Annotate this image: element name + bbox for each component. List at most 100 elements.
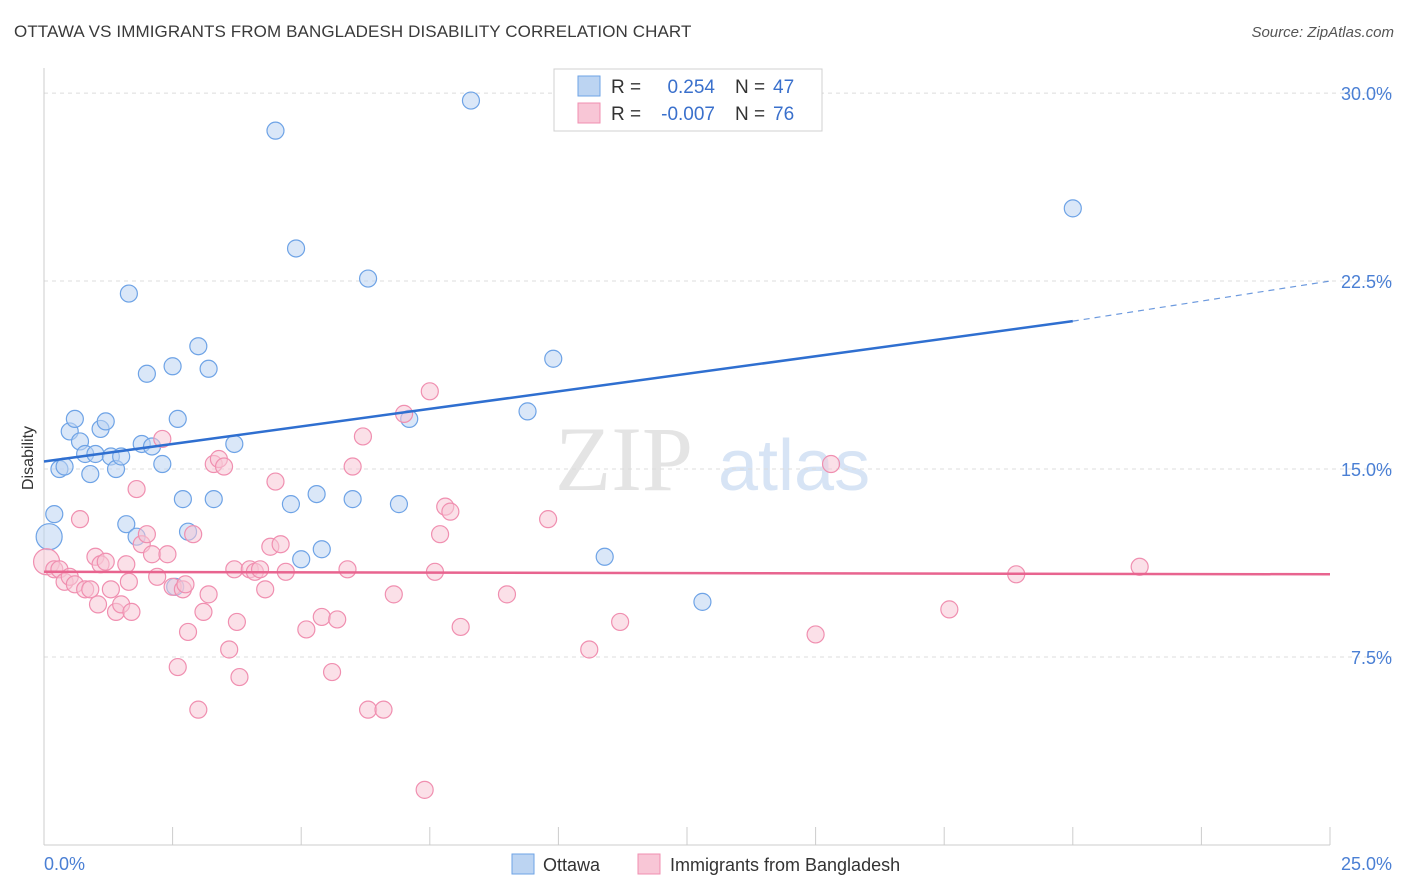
point-bangladesh-76 xyxy=(1130,557,1149,576)
point-ottawa-19 xyxy=(137,364,156,383)
point-ottawa-40 xyxy=(461,91,481,110)
point-ottawa-30 xyxy=(266,121,285,140)
point-bangladesh-50 xyxy=(297,620,316,639)
point-ottawa-21 xyxy=(153,454,172,474)
legend-swatch-bangladesh xyxy=(577,102,601,124)
point-bangladesh-8 xyxy=(81,580,100,599)
point-bangladesh-72 xyxy=(806,625,825,644)
point-ottawa-45 xyxy=(1063,199,1082,218)
point-bangladesh-10 xyxy=(88,595,108,614)
watermark-zip: ZIP xyxy=(555,408,693,510)
point-bangladesh-18 xyxy=(122,602,141,622)
point-ottawa-15 xyxy=(117,515,136,534)
point-bangladesh-16 xyxy=(117,555,136,574)
point-ottawa-27 xyxy=(199,359,218,378)
chart-title: OTTAWA VS IMMIGRANTS FROM BANGLADESH DIS… xyxy=(14,22,692,41)
legend-r-label-1: R = xyxy=(611,104,641,125)
bottom-legend: Ottawa Immigrants from Bangladesh xyxy=(511,853,900,875)
trend-line-bangladesh xyxy=(43,570,1331,576)
x-tick-labels: 0.0% 25.0% xyxy=(44,854,1392,874)
point-bangladesh-45 xyxy=(256,580,275,599)
point-bangladesh-56 xyxy=(353,427,373,446)
point-bangladesh-54 xyxy=(338,560,357,579)
point-bangladesh-24 xyxy=(153,429,172,449)
point-bangladesh-53 xyxy=(328,610,347,629)
point-bangladesh-57 xyxy=(358,700,378,719)
point-bangladesh-22 xyxy=(142,545,162,564)
point-bangladesh-21 xyxy=(137,525,156,544)
y-tick-label-3: 30.0% xyxy=(1341,84,1392,104)
point-bangladesh-33 xyxy=(194,602,213,622)
point-bangladesh-62 xyxy=(420,382,439,401)
point-ottawa-32 xyxy=(286,239,306,258)
x-tick-label-max: 25.0% xyxy=(1341,854,1392,874)
bottom-legend-swatch-bangladesh xyxy=(637,853,661,875)
trend-lines xyxy=(43,280,1331,576)
point-bangladesh-19 xyxy=(127,479,146,499)
legend-n-value-1: 76 xyxy=(773,104,794,125)
point-bangladesh-27 xyxy=(168,657,187,677)
y-tick-label-1: 15.0% xyxy=(1341,460,1392,480)
legend-r-value-1: -0.007 xyxy=(661,104,715,125)
legend-n-value-0: 47 xyxy=(773,77,794,98)
point-bangladesh-13 xyxy=(101,580,120,599)
legend-r-label-0: R = xyxy=(611,77,641,98)
y-tick-labels: 7.5% 15.0% 22.5% 30.0% xyxy=(1341,84,1392,668)
point-bangladesh-34 xyxy=(199,585,218,604)
y-tick-label-0: 7.5% xyxy=(1351,648,1392,668)
point-bangladesh-44 xyxy=(250,560,270,579)
point-bangladesh-70 xyxy=(580,640,599,659)
point-ottawa-1 xyxy=(45,505,64,524)
point-ottawa-38 xyxy=(389,495,409,514)
point-bangladesh-58 xyxy=(374,700,393,719)
point-bangladesh-6 xyxy=(70,510,90,529)
point-bangladesh-64 xyxy=(430,525,450,544)
point-bangladesh-38 xyxy=(220,640,239,659)
point-ottawa-26 xyxy=(189,337,208,356)
point-ottawa-37 xyxy=(358,269,378,288)
bottom-legend-label-ottawa: Ottawa xyxy=(543,855,601,875)
point-ottawa-5 xyxy=(65,409,84,429)
legend-n-label-1: N = xyxy=(735,104,765,125)
point-bangladesh-66 xyxy=(441,502,460,521)
watermark-atlas: atlas xyxy=(718,426,870,506)
point-bangladesh-30 xyxy=(178,622,198,642)
point-bangladesh-40 xyxy=(227,612,246,632)
point-bangladesh-29 xyxy=(176,575,195,594)
point-bangladesh-41 xyxy=(230,667,249,687)
point-bangladesh-61 xyxy=(415,780,434,799)
point-bangladesh-37 xyxy=(214,457,234,476)
point-bangladesh-69 xyxy=(539,510,558,529)
point-bangladesh-73 xyxy=(821,454,841,474)
point-ottawa-44 xyxy=(693,592,712,611)
trend-line-ottawa xyxy=(43,319,1073,463)
point-ottawa-35 xyxy=(312,540,331,559)
y-axis-label: Disability xyxy=(20,426,37,490)
bottom-legend-swatch-ottawa xyxy=(511,853,535,875)
point-ottawa-0 xyxy=(35,523,63,551)
point-ottawa-41 xyxy=(518,402,537,421)
point-ottawa-43 xyxy=(595,547,614,566)
point-bangladesh-51 xyxy=(312,607,331,627)
point-ottawa-16 xyxy=(119,284,138,303)
legend-box: R = 0.254 N = 47 R = -0.007 N = 76 xyxy=(553,68,823,132)
x-tick-label-min: 0.0% xyxy=(44,854,85,874)
point-ottawa-28 xyxy=(204,490,223,509)
point-ottawa-33 xyxy=(292,550,311,569)
point-ottawa-8 xyxy=(81,464,100,484)
legend-swatch-ottawa xyxy=(577,75,601,97)
point-bangladesh-52 xyxy=(322,662,342,682)
point-bangladesh-32 xyxy=(189,700,208,719)
point-ottawa-22 xyxy=(163,357,182,376)
point-bangladesh-12 xyxy=(96,552,115,571)
point-ottawa-23 xyxy=(168,409,187,429)
chart-source: Source: ZipAtlas.com xyxy=(1251,24,1394,41)
point-bangladesh-39 xyxy=(225,560,244,579)
point-bangladesh-67 xyxy=(451,617,470,637)
y-tick-label-2: 22.5% xyxy=(1341,272,1392,292)
point-ottawa-11 xyxy=(96,412,115,431)
trend-line-ottawa-extension xyxy=(1072,280,1331,322)
point-bangladesh-17 xyxy=(119,572,138,591)
point-bangladesh-74 xyxy=(940,600,959,619)
